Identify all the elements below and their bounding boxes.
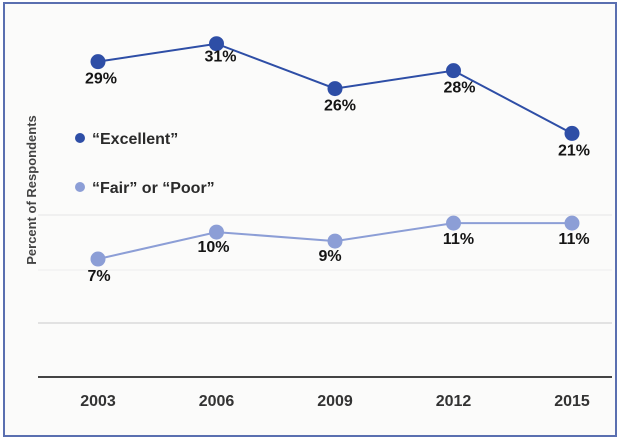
data-point [209, 224, 224, 240]
x-tick-label: 2015 [554, 393, 590, 410]
legend: “Excellent” “Fair” or “Poor” [75, 131, 215, 197]
x-axis-ticks: 2003 2006 2009 2012 2015 [80, 393, 590, 410]
data-point [90, 251, 106, 267]
data-label: 10% [197, 239, 229, 256]
data-label: 28% [443, 80, 475, 97]
legend-label-fair-poor: “Fair” or “Poor” [92, 180, 215, 197]
data-label: 11% [558, 231, 589, 248]
data-point [327, 81, 343, 97]
data-point [446, 63, 461, 79]
data-point [564, 215, 580, 231]
x-tick-label: 2012 [436, 393, 472, 410]
x-tick-label: 2003 [80, 393, 116, 410]
data-label: 31% [204, 49, 236, 66]
legend-label-excellent: “Excellent” [92, 131, 178, 148]
data-label: 26% [324, 98, 356, 115]
data-point [446, 215, 461, 231]
legend-marker-fair-poor [75, 182, 85, 192]
chart-frame [3, 2, 617, 437]
x-tick-label: 2006 [199, 393, 235, 410]
data-point [564, 125, 580, 141]
data-label: 7% [87, 268, 110, 285]
y-axis-label: Percent of Respondents [24, 115, 39, 265]
data-label: 21% [558, 142, 590, 159]
data-label: 29% [85, 71, 117, 88]
legend-marker-excellent [75, 133, 85, 143]
data-point [327, 233, 343, 249]
data-label: 9% [318, 248, 341, 265]
data-point [90, 54, 106, 70]
data-point [209, 36, 224, 52]
x-tick-label: 2009 [317, 393, 353, 410]
data-label: 11% [443, 231, 474, 248]
plot-area: 29% 31% 26% 28% 21% 7% 10% 9% 11% 11% [85, 36, 590, 285]
